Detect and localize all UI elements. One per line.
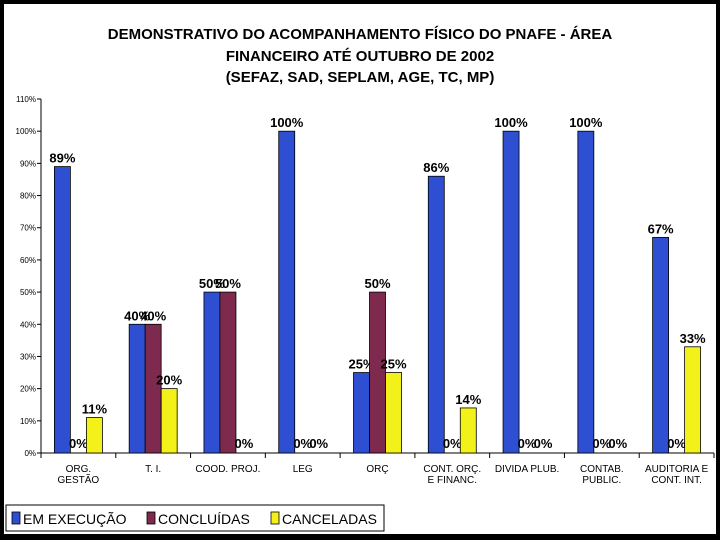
y-tick-label: 100% xyxy=(16,127,36,136)
y-tick-label: 0% xyxy=(24,449,36,458)
data-label: 100% xyxy=(569,115,603,130)
data-label: 0% xyxy=(443,436,462,451)
y-tick-label: 30% xyxy=(20,352,36,361)
bar-concluidas xyxy=(144,323,162,454)
data-label: 0% xyxy=(69,436,88,451)
y-tick-label: 20% xyxy=(20,385,36,394)
bar-canceladas xyxy=(85,417,103,454)
y-tick-label: 60% xyxy=(20,256,36,265)
legend-swatch xyxy=(146,511,156,525)
data-label: 0% xyxy=(235,436,254,451)
bar-canceladas xyxy=(385,372,402,454)
legend-label: CONCLUÍDAS xyxy=(158,511,250,527)
x-category-label: AUDITORIA E xyxy=(645,464,708,475)
bar-em-execucao xyxy=(652,236,670,454)
chart-title-line-1: DEMONSTRATIVO DO ACOMPANHAMENTO FÍSICO D… xyxy=(107,26,613,43)
data-label: 11% xyxy=(82,402,108,417)
bar-em-execucao xyxy=(278,130,296,454)
data-label: 50% xyxy=(364,276,390,291)
bar-concluidas xyxy=(219,291,237,454)
y-tick-label: 80% xyxy=(20,192,36,201)
data-label: 89% xyxy=(49,151,75,166)
data-label: 40% xyxy=(140,308,166,323)
data-label: 0% xyxy=(293,436,312,451)
data-label: 50% xyxy=(199,276,225,291)
x-category-label: COOD. PROJ. xyxy=(195,464,260,475)
x-category-label: DIVIDA PLUB. xyxy=(495,464,559,475)
data-label: 100% xyxy=(270,115,304,130)
data-label: 40% xyxy=(124,308,150,323)
legend-swatch xyxy=(270,511,280,525)
y-tick-label: 10% xyxy=(20,417,36,426)
bar-em-execucao xyxy=(502,130,520,454)
y-tick-label: 40% xyxy=(20,320,36,329)
y-tick-label: 110% xyxy=(16,95,36,104)
legend-swatch xyxy=(11,511,21,525)
data-label: 86% xyxy=(423,160,449,175)
data-label: 0% xyxy=(309,436,328,451)
x-category-label: CONT. INT. xyxy=(651,475,702,486)
bar-canceladas xyxy=(160,388,178,454)
x-category-label: ORÇ xyxy=(366,464,388,475)
legend-box xyxy=(5,504,385,532)
bar-em-execucao xyxy=(128,323,146,454)
data-label: 0% xyxy=(518,436,537,451)
x-category-label: LEG xyxy=(293,464,313,475)
bar-canceladas xyxy=(684,346,702,454)
x-category-label: CONTAB. xyxy=(580,464,624,475)
data-label: 0% xyxy=(667,436,686,451)
y-tick-label: 90% xyxy=(20,159,36,168)
y-tick-label: 70% xyxy=(20,224,36,233)
data-label: 50% xyxy=(215,276,241,291)
data-label: 0% xyxy=(592,436,611,451)
bar-em-execucao xyxy=(427,175,445,454)
x-category-label: CONT. ORÇ. xyxy=(423,464,481,475)
data-label: 100% xyxy=(494,115,528,130)
y-tick-label: 50% xyxy=(20,288,36,297)
chart-panel: DEMONSTRATIVO DO ACOMPANHAMENTO FÍSICO D… xyxy=(4,4,716,534)
legend-label: EM EXECUÇÃO xyxy=(23,511,127,527)
x-category-label: T. I. xyxy=(145,464,161,475)
bar-em-execucao xyxy=(53,166,71,454)
chart-title-line-2: FINANCEIRO ATÉ OUTUBRO DE 2002 xyxy=(225,48,495,65)
x-category-label: PUBLIC. xyxy=(582,475,621,486)
x-category-label: E FINANC. xyxy=(428,475,477,486)
data-label: 0% xyxy=(534,436,553,451)
data-label: 25% xyxy=(348,357,374,372)
bar-canceladas xyxy=(459,407,477,454)
data-label: 14% xyxy=(455,392,481,407)
bar-em-execucao xyxy=(203,291,221,454)
bar-concluidas xyxy=(369,291,386,454)
bar-chart: 0% 10% 20% 30% 40% 50% 60% 70% 80% 90% 100% 110% ORG… xyxy=(5,95,715,532)
data-label: 20% xyxy=(156,373,182,388)
x-category-label: ORG. xyxy=(66,464,92,475)
bar-em-execucao xyxy=(577,130,595,454)
data-label: 25% xyxy=(380,357,406,372)
chart-title-line-3: (SEFAZ, SAD, SEPLAM, AGE, TC, MP) xyxy=(225,69,495,86)
legend-label: CANCELADAS xyxy=(282,511,377,527)
data-label: 67% xyxy=(648,221,674,236)
data-label: 0% xyxy=(608,436,627,451)
bar-em-execucao xyxy=(353,372,370,454)
data-label: 33% xyxy=(680,331,706,346)
x-category-label: GESTÃO xyxy=(58,473,100,486)
